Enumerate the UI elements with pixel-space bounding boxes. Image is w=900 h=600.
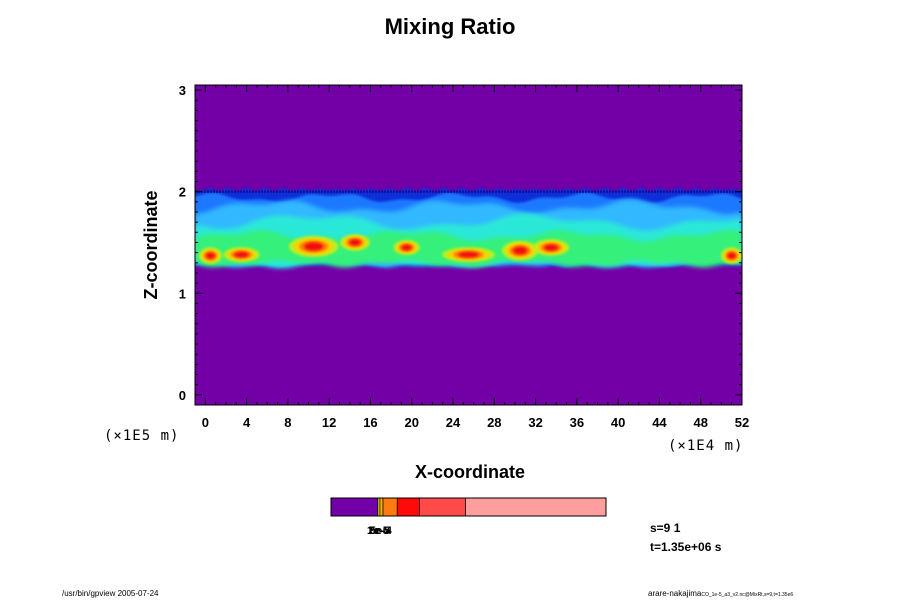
colorbar-segment-0	[331, 498, 378, 516]
x-tick-label: 4	[243, 415, 251, 430]
x-tick-label: 8	[284, 415, 291, 430]
x-tick-label: 28	[487, 415, 501, 430]
footer-left: /usr/bin/gpview 2005-07-24	[62, 589, 159, 598]
colorbar-label-1: 2e-5	[368, 525, 390, 537]
colorbar-segment-5	[419, 498, 466, 516]
x-tick-label: 48	[693, 415, 707, 430]
plot-area	[195, 85, 742, 405]
x-tick-label: 32	[528, 415, 542, 430]
footer-right-small: CO_1e-5_a3_v2.nc@MixRt,s=9,t=1.35e6	[701, 592, 794, 598]
y-tick-label: 3	[179, 83, 186, 98]
x-tick-label: 24	[446, 415, 461, 430]
x-tick-label: 52	[735, 415, 749, 430]
colorbar-segment-1	[377, 498, 380, 516]
colorbar-segment-4	[397, 498, 420, 516]
colorbar-segment-3	[382, 498, 398, 516]
x-tick-label: 44	[652, 415, 667, 430]
hotspot-4-ring-3	[401, 244, 412, 251]
x-tick-label: 0	[202, 415, 209, 430]
t-label: t=1.35e+06 s	[650, 540, 722, 554]
colorbar-label-2: 5e-4	[370, 525, 393, 537]
hotspot-0-ring-3	[206, 252, 215, 259]
colorbar-frame	[330, 497, 607, 517]
x-tick-label: 20	[405, 415, 419, 430]
colorbar-labels: 1e-52e-55e-4	[367, 525, 393, 537]
x-scale-note: (×1E4 m)	[668, 438, 743, 454]
s-label: s=9 1	[650, 521, 681, 535]
x-tick-label: 36	[570, 415, 584, 430]
x-tick-label: 40	[611, 415, 625, 430]
footer-right: arare-nakajimaCO_1e-5_a3_v2.nc@MixRt,s=9…	[648, 589, 793, 598]
hotspot-1-ring-3	[234, 251, 249, 258]
hotspot-6-ring-3	[513, 246, 528, 255]
y-tick-label: 2	[179, 185, 186, 200]
colorbar	[331, 498, 606, 516]
x-tick-label: 12	[322, 415, 336, 430]
y-tick-label: 1	[179, 286, 186, 301]
colorbar-label-0: 1e-5	[367, 525, 389, 537]
colorbar-segment-2	[379, 498, 383, 516]
y-tick-label: 0	[179, 388, 186, 403]
x-tick-label: 16	[363, 415, 377, 430]
plot-frame	[194, 84, 743, 406]
y-scale-note: (×1E5 m)	[104, 428, 179, 444]
y-axis-title: Z-coordinate	[141, 190, 161, 299]
hotspot-3-ring-3	[349, 239, 361, 246]
x-axis-ticks: 0 4 8 12 16 20 24 28 32 36 40 44 48 52	[202, 85, 749, 430]
y-axis-ticks: 0 1 2 3	[179, 83, 742, 403]
chart-title: Mixing Ratio	[384, 14, 516, 39]
hotspot-5-ring-3	[458, 251, 479, 258]
x-axis-title: X-coordinate	[415, 462, 525, 482]
hotspot-7-ring-3	[544, 244, 558, 251]
hotspot-8-ring-3	[727, 252, 736, 259]
hotspot-2-ring-3	[304, 242, 324, 251]
footer-right-main: arare-nakajima	[648, 589, 702, 598]
colorbar-segment-6	[465, 498, 606, 516]
